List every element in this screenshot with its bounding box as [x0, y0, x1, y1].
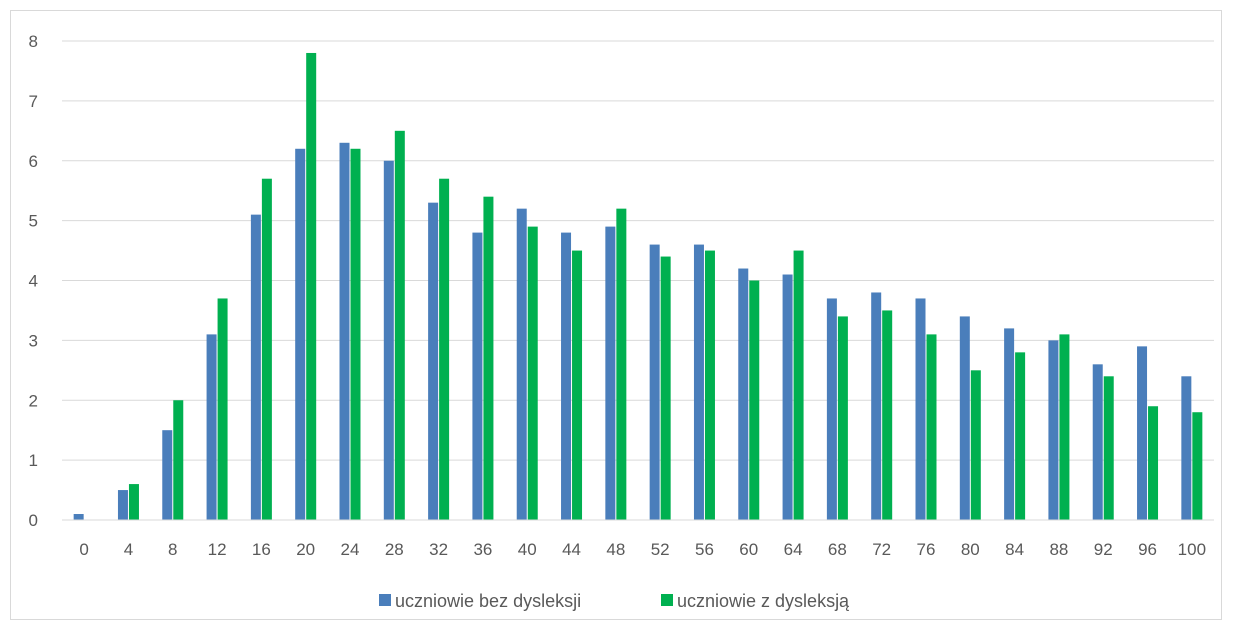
bar-series1-44	[561, 232, 572, 520]
bar-series2-72	[882, 310, 893, 520]
x-tick-label-24: 24	[341, 540, 360, 559]
legend-swatch-series2	[661, 594, 673, 606]
bar-series2-80	[970, 370, 981, 520]
y-tick-label-4: 4	[29, 272, 38, 291]
y-tick-label-3: 3	[29, 331, 38, 350]
x-tick-label-16: 16	[252, 540, 271, 559]
y-tick-label-7: 7	[29, 92, 38, 111]
x-tick-label-40: 40	[518, 540, 537, 559]
bar-series2-96	[1148, 406, 1159, 520]
bar-series1-0	[73, 514, 84, 520]
x-tick-label-88: 88	[1049, 540, 1068, 559]
bar-series2-4	[128, 484, 139, 520]
legend-item-series1: uczniowie bez dysleksji	[379, 591, 581, 611]
x-tick-label-76: 76	[917, 540, 936, 559]
x-tick-label-92: 92	[1094, 540, 1113, 559]
x-tick-label-48: 48	[606, 540, 625, 559]
x-tick-label-100: 100	[1178, 540, 1206, 559]
x-tick-label-96: 96	[1138, 540, 1157, 559]
bar-series2-100	[1192, 412, 1203, 520]
bar-series2-20	[306, 52, 317, 520]
y-tick-label-1: 1	[29, 451, 38, 470]
x-tick-label-68: 68	[828, 540, 847, 559]
x-tick-label-20: 20	[296, 540, 315, 559]
bar-series1-84	[1004, 328, 1015, 520]
bar-series1-40	[516, 208, 527, 520]
x-tick-label-44: 44	[562, 540, 581, 559]
legend: uczniowie bez dysleksji uczniowie z dysle…	[379, 591, 850, 611]
bar-series2-12	[217, 298, 228, 520]
bar-series1-16	[250, 214, 261, 520]
y-tick-label-2: 2	[29, 391, 38, 410]
bar-series2-56	[704, 250, 715, 520]
bar-series1-68	[826, 298, 837, 520]
x-tick-label-64: 64	[784, 540, 803, 559]
bar-series2-76	[926, 334, 937, 520]
y-tick-label-5: 5	[29, 212, 38, 231]
bar-series2-16	[261, 178, 272, 520]
bar-series1-92	[1092, 364, 1103, 520]
x-tick-label-60: 60	[739, 540, 758, 559]
bar-series1-72	[871, 292, 882, 520]
bar-series2-24	[350, 148, 361, 520]
x-tick-label-56: 56	[695, 540, 714, 559]
bar-series1-36	[472, 232, 483, 520]
x-tick-label-80: 80	[961, 540, 980, 559]
bar-series1-60	[738, 268, 749, 520]
bar-series1-4	[117, 490, 128, 520]
bar-series2-40	[527, 226, 538, 521]
x-tick-label-4: 4	[124, 540, 133, 559]
bar-series1-64	[782, 274, 793, 520]
bar-series1-28	[383, 160, 394, 520]
bar-series2-68	[837, 316, 848, 520]
bar-series1-52	[649, 244, 660, 520]
y-tick-label-0: 0	[29, 511, 38, 530]
legend-swatch-series1	[379, 594, 391, 606]
bar-series2-92	[1103, 376, 1114, 520]
bar-series1-48	[605, 226, 616, 521]
bar-series1-20	[295, 148, 306, 520]
bar-series2-64	[793, 250, 804, 520]
x-tick-label-36: 36	[473, 540, 492, 559]
bar-series2-36	[483, 196, 494, 521]
bar-series1-24	[339, 142, 350, 520]
bar-series1-8	[162, 430, 173, 520]
x-tick-label-32: 32	[429, 540, 448, 559]
y-tick-label-6: 6	[29, 152, 38, 171]
x-tick-label-12: 12	[208, 540, 227, 559]
bar-series1-96	[1137, 346, 1148, 520]
x-tick-label-72: 72	[872, 540, 891, 559]
x-tick-label-84: 84	[1005, 540, 1024, 559]
legend-label-series2: uczniowie z dysleksją	[677, 591, 850, 611]
x-tick-label-0: 0	[79, 540, 88, 559]
x-tick-label-52: 52	[651, 540, 670, 559]
x-tick-label-28: 28	[385, 540, 404, 559]
bar-series1-100	[1181, 376, 1192, 520]
bar-series1-32	[428, 202, 439, 520]
bar-series1-56	[693, 244, 704, 520]
bar-series2-84	[1015, 352, 1026, 520]
bar-series2-60	[749, 280, 760, 520]
x-tick-label-8: 8	[168, 540, 177, 559]
bars	[73, 52, 1203, 521]
bar-series1-12	[206, 334, 217, 520]
bar-series2-32	[439, 178, 450, 520]
bar-series1-76	[915, 298, 926, 520]
bar-series2-88	[1059, 334, 1070, 520]
bar-series1-80	[959, 316, 970, 520]
y-tick-label-8: 8	[29, 32, 38, 51]
legend-label-series1: uczniowie bez dysleksji	[395, 591, 581, 611]
legend-item-series2: uczniowie z dysleksją	[661, 591, 850, 611]
bar-series2-44	[572, 250, 583, 520]
gridlines	[62, 40, 1214, 461]
bar-series1-88	[1048, 340, 1059, 520]
bar-series2-48	[616, 208, 627, 520]
bar-series2-28	[394, 130, 405, 520]
bar-series2-52	[660, 256, 671, 520]
bar-series2-8	[173, 400, 184, 520]
